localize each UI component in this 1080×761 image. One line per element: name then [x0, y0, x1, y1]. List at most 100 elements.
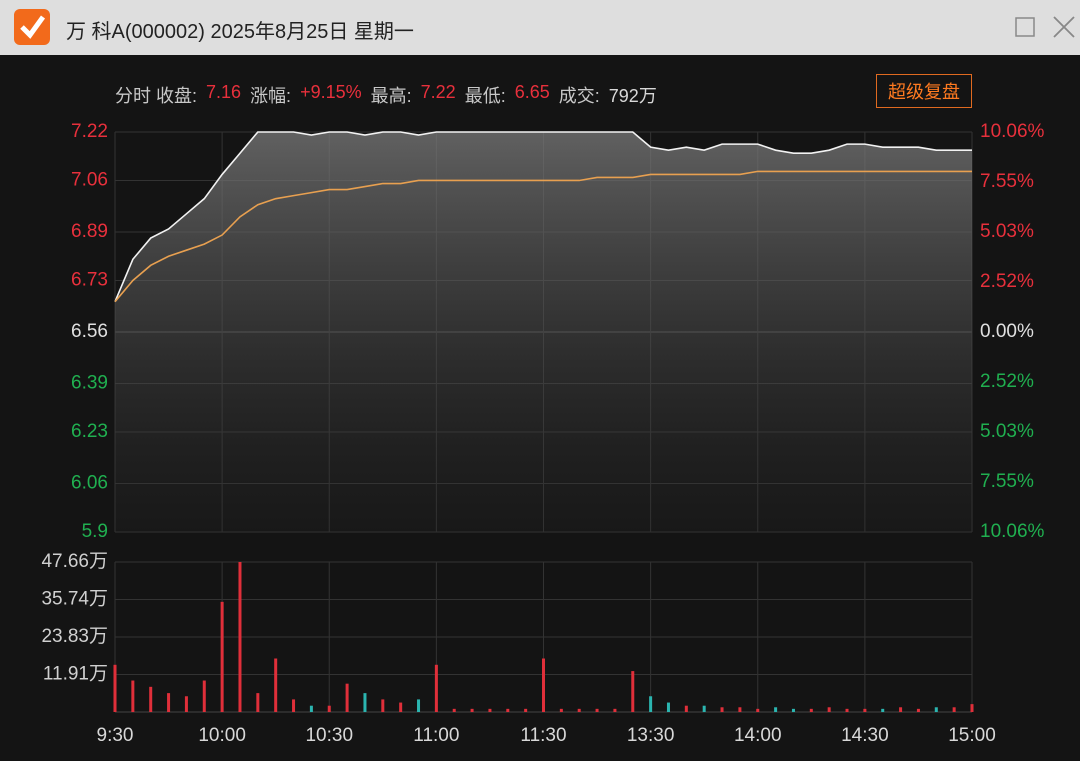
volume-bar — [149, 686, 153, 712]
window-title: 万 科A(000002) 2025年8月25日 星期一 — [66, 21, 414, 43]
y-tick-label: 6.89 — [71, 221, 108, 242]
volume-bar — [863, 708, 867, 712]
y2-tick-label: 7.55% — [980, 471, 1034, 492]
y-tick-label: 6.06 — [71, 473, 108, 494]
x-tick-label: 10:00 — [198, 725, 246, 746]
x-tick-label: 14:30 — [841, 725, 889, 746]
volume-bar — [774, 707, 778, 712]
average-line — [114, 170, 972, 303]
app-icon — [14, 9, 50, 45]
price-area — [115, 132, 972, 532]
y-tick-label: 6.23 — [71, 421, 108, 442]
x-tick-label: 13:30 — [627, 725, 675, 746]
volume-bar — [577, 708, 581, 712]
volume-bar — [452, 708, 456, 712]
volume-bar — [274, 658, 278, 712]
volume-bar — [184, 696, 188, 712]
volume-bar — [899, 707, 903, 712]
volume-bar — [613, 708, 617, 712]
volume-bar — [738, 707, 742, 712]
volume-bar — [381, 699, 385, 712]
info-value: +9.15% — [300, 82, 362, 102]
volume-bar — [292, 699, 296, 712]
volume-bar — [434, 664, 438, 712]
volume-bar — [559, 708, 563, 712]
y2-tick-label: 5.03% — [980, 221, 1034, 242]
info-value: 7.22 — [420, 82, 456, 102]
info-label: 最低: — [464, 86, 506, 106]
volume-bar — [506, 708, 510, 712]
volume-bar — [666, 702, 670, 712]
volume-bar — [756, 708, 760, 712]
volume-bar — [202, 680, 206, 712]
volume-bar — [809, 708, 813, 712]
y-tick-label: 7.06 — [71, 170, 108, 191]
title-icons — [14, 9, 1075, 45]
volume-bar — [684, 705, 688, 712]
x-tick-label: 11:30 — [520, 725, 566, 746]
app-icon-check — [20, 15, 46, 39]
volume-bar — [542, 658, 545, 712]
x-tick-label: 10:30 — [305, 725, 353, 746]
volume-bar — [827, 707, 831, 712]
y2-tick-label: 10.06% — [980, 521, 1045, 542]
volume-bar — [113, 664, 117, 712]
volume-bar — [702, 705, 706, 712]
volume-bar — [916, 708, 920, 712]
y-tick-label: 11.91万 — [43, 664, 108, 685]
info-label: 涨幅: — [250, 86, 292, 106]
y-tick-label: 5.9 — [82, 521, 108, 542]
y-tick-label: 35.74万 — [41, 589, 108, 610]
volume-bar — [363, 693, 367, 712]
price-line — [114, 131, 972, 303]
volume-bar — [524, 708, 528, 712]
volume-bar — [934, 707, 938, 712]
maximize-button[interactable] — [1015, 17, 1035, 37]
y2-tick-label: 2.52% — [980, 371, 1034, 392]
y2-tick-label: 7.55% — [980, 171, 1034, 192]
y-tick-label: 6.39 — [71, 373, 108, 394]
info-value: 792万 — [608, 86, 657, 106]
volume-bar — [220, 601, 224, 712]
title-bar: 万 科A(000002) 2025年8月25日 星期一 — [0, 0, 1080, 55]
y-tick-label: 23.83万 — [41, 626, 108, 647]
volume-bar — [649, 696, 653, 712]
info-value: 7.16 — [206, 82, 242, 102]
y2-tick-label: 10.06% — [980, 121, 1045, 142]
y2-tick-label: 2.52% — [980, 271, 1034, 292]
volume-bar — [327, 705, 331, 712]
info-label: 分时 收盘: — [115, 86, 198, 106]
info-value: 6.65 — [514, 82, 550, 102]
info-label: 最高: — [370, 86, 412, 106]
volume-bar — [631, 671, 635, 712]
volume-bar — [399, 702, 403, 712]
volume-bar — [470, 708, 474, 712]
volume-bar — [256, 693, 260, 712]
x-tick-label: 9:30 — [97, 725, 134, 746]
volume-bar — [952, 707, 956, 712]
volume-bar — [720, 707, 724, 712]
y2-tick-label: 5.03% — [980, 421, 1034, 442]
y2-tick-label: 0.00% — [980, 321, 1034, 342]
volume-bar — [595, 708, 599, 712]
x-tick-label: 14:00 — [734, 725, 782, 746]
x-tick-label: 15:00 — [948, 725, 996, 746]
y-tick-label: 6.56 — [71, 321, 108, 342]
y-tick-label: 7.22 — [71, 121, 108, 142]
volume-bar — [309, 705, 313, 712]
volume-bar — [970, 704, 974, 712]
volume-bar — [167, 693, 171, 712]
replay-button[interactable]: 超级复盘 — [876, 74, 972, 108]
volume-bar — [345, 683, 349, 712]
info-label: 成交: — [558, 86, 600, 106]
y-tick-label: 47.66万 — [41, 551, 108, 572]
y-tick-label: 6.73 — [71, 270, 108, 291]
volume-bar — [845, 708, 849, 712]
info-bar: 分时 收盘: 7.16 涨幅: +9.15% 最高: 7.22 最低: 6.65 成交:… — [115, 82, 657, 108]
volume-bar — [238, 562, 242, 712]
close-button[interactable] — [1053, 16, 1075, 38]
volume-bar — [488, 708, 492, 712]
x-tick-label: 11:00 — [413, 725, 459, 746]
